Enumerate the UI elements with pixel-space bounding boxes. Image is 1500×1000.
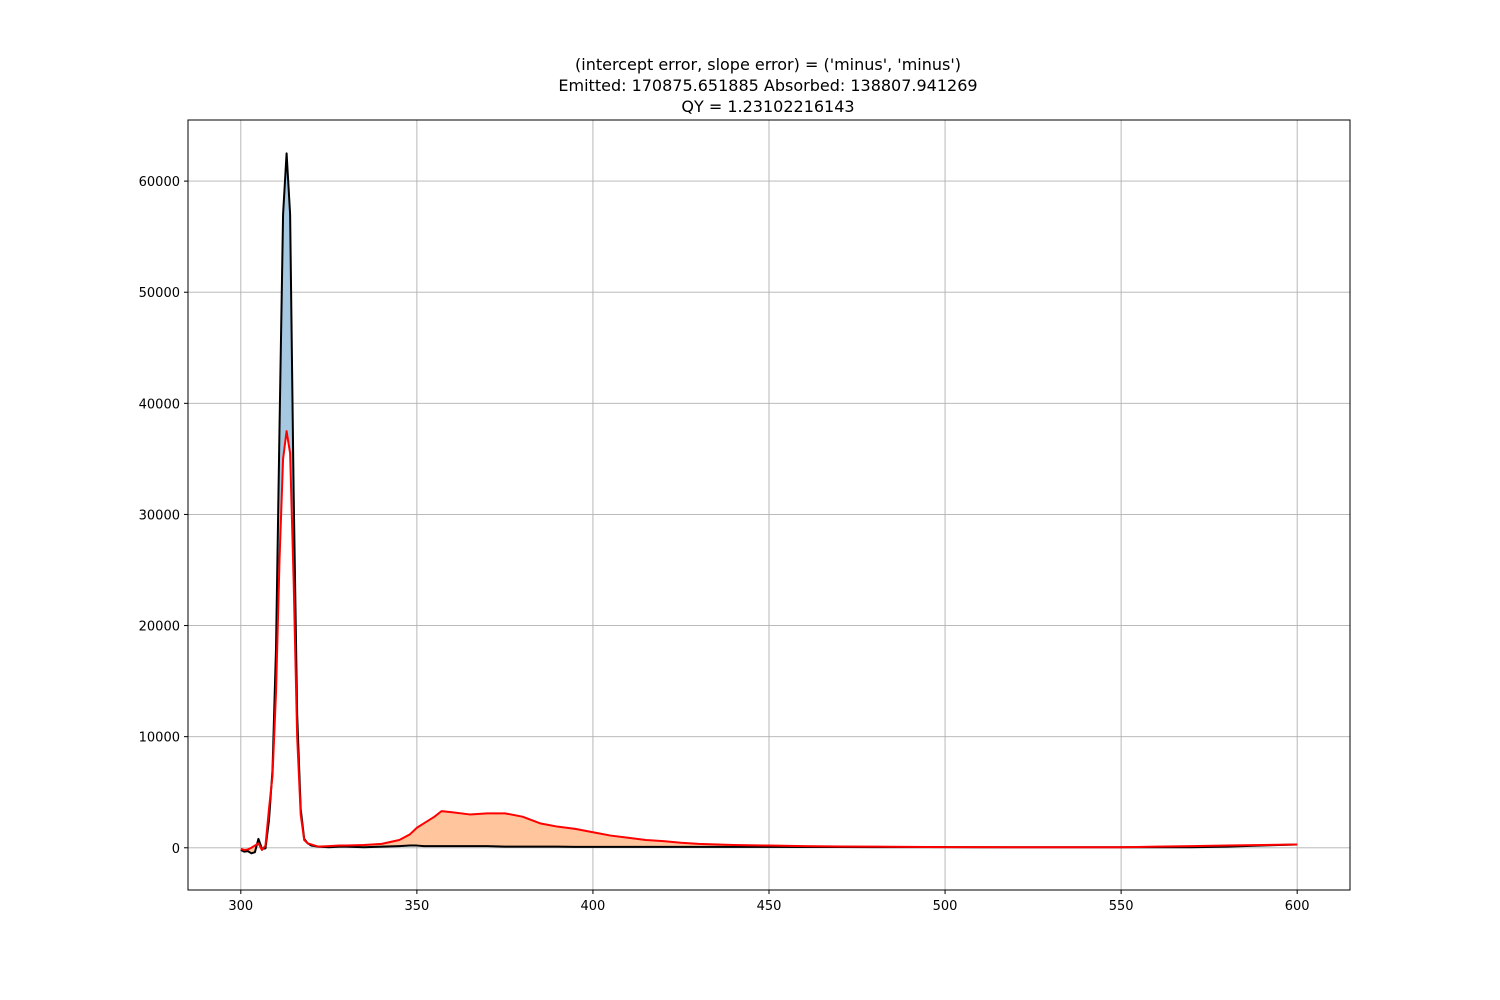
y-tick-label: 20000 [139,620,180,635]
emitted-fill-segment [441,810,453,847]
emitted-fill-segment [504,812,523,847]
chart-title: (intercept error, slope error) = ('minus… [558,55,977,116]
y-tick-label: 10000 [139,731,180,746]
y-tick-label: 50000 [139,286,180,301]
emitted-fill-segment [451,811,471,847]
x-tick-label: 350 [404,899,429,914]
x-tick-label: 600 [1285,899,1310,914]
y-tick-label: 60000 [139,175,180,190]
plot-frame [187,119,1351,891]
x-tick-label: 550 [1109,899,1134,914]
emitted-fill-segment [469,813,488,847]
title-line-2: Emitted: 170875.651885 Absorbed: 138807.… [558,76,977,95]
title-line-1: (intercept error, slope error) = ('minus… [575,55,961,74]
x-tick-label: 300 [228,899,253,914]
y-tick-label: 0 [172,842,180,857]
x-tick-label: 500 [933,899,958,914]
x-tick-label: 450 [757,899,782,914]
title-line-3: QY = 1.23102216143 [681,97,854,116]
emitted-fill-segment [557,826,576,848]
series-line-red [240,430,1298,851]
x-tick-label: 400 [581,899,606,914]
y-tick-label: 40000 [139,397,180,412]
emitted-fill-segment [486,813,506,847]
series-lines [240,152,1298,855]
y-tick-label: 30000 [139,508,180,523]
axis-ticks: 300 350 400 450 500 550 600 0 10000 20000 30000 400… [139,175,1310,914]
